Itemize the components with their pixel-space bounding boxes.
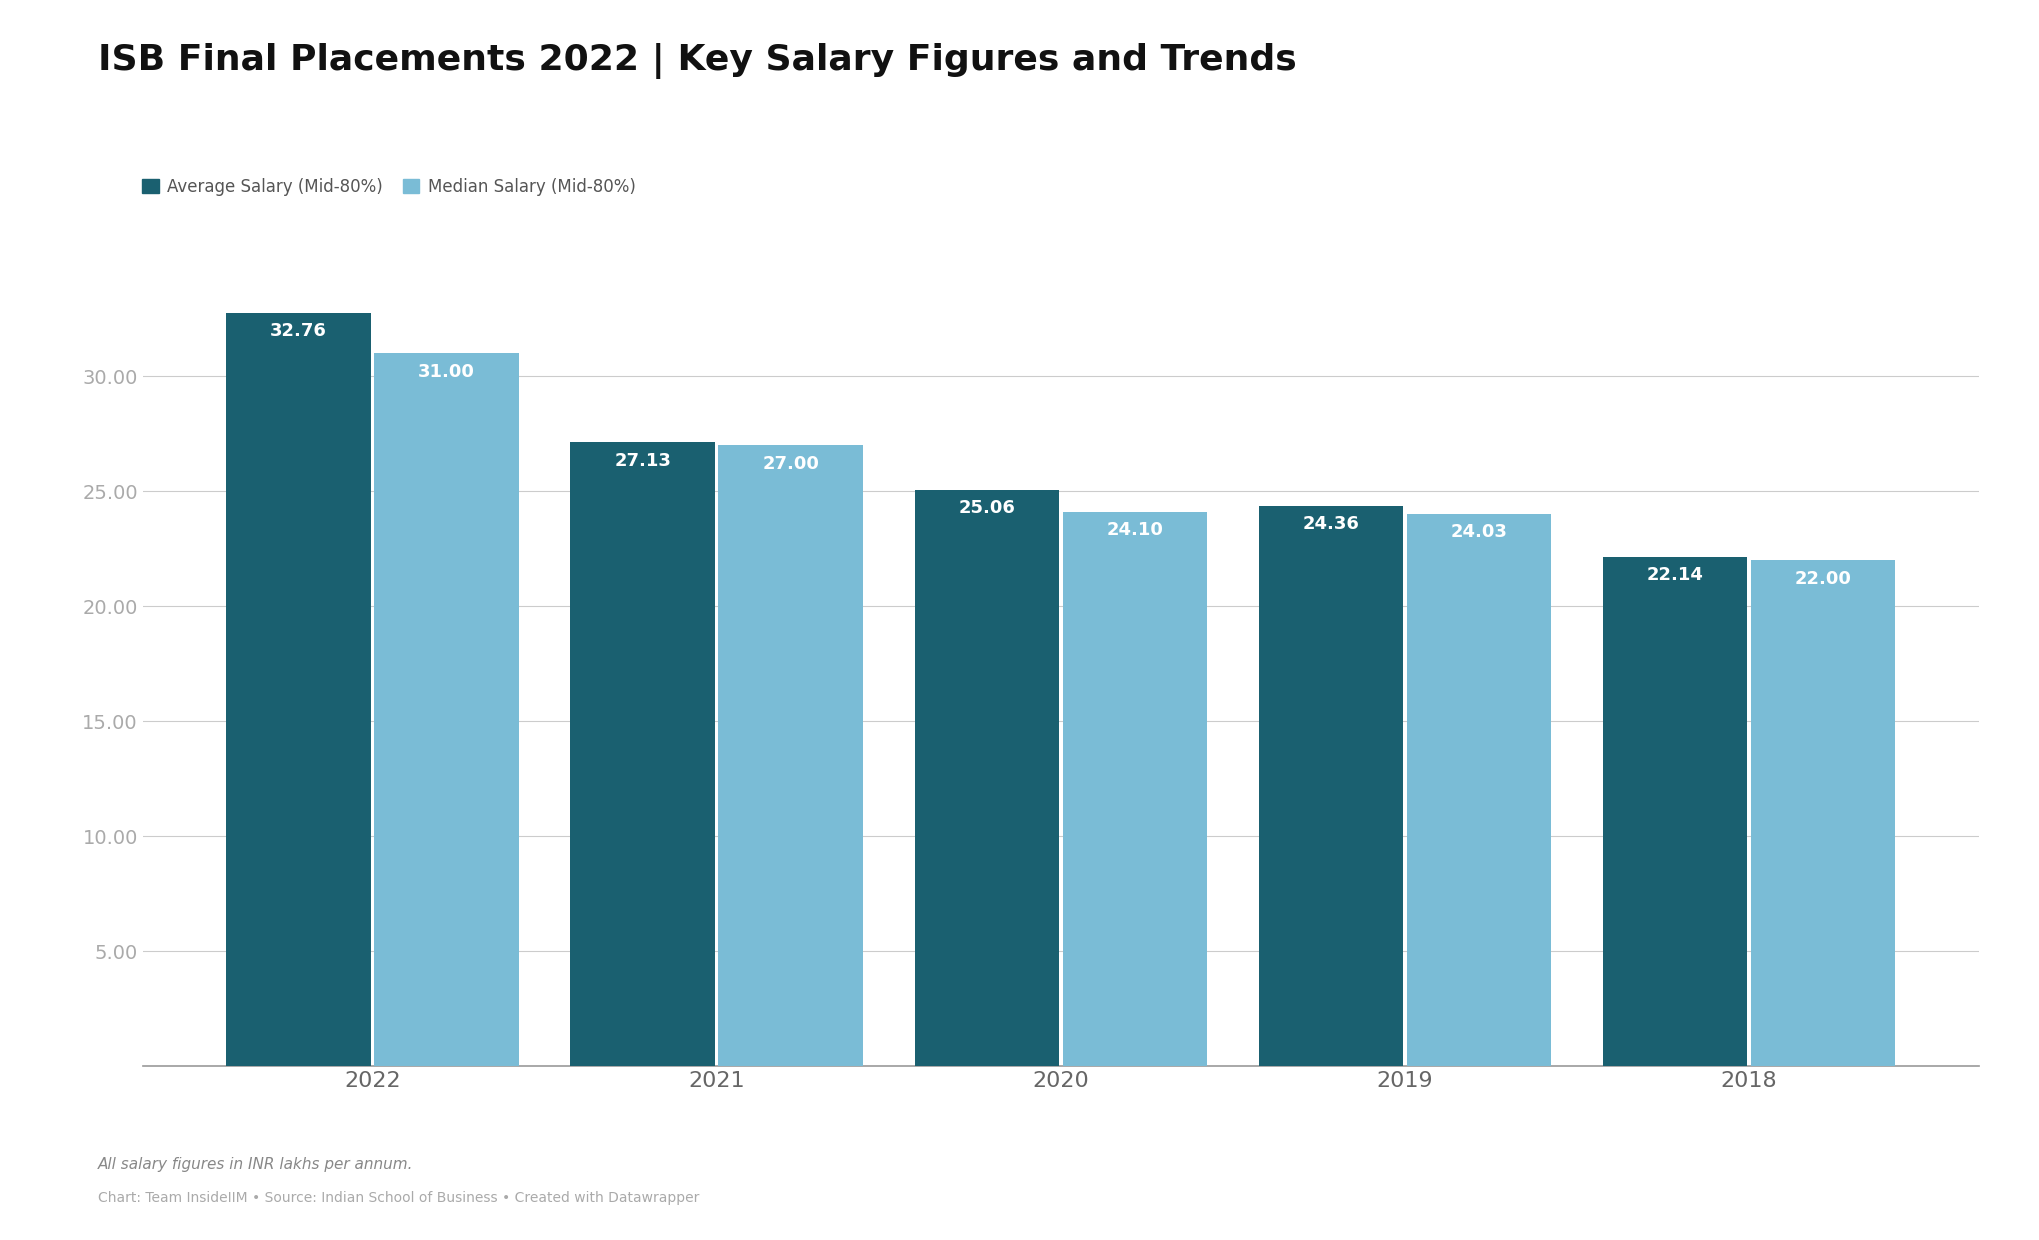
Text: 27.00: 27.00 [763,455,820,472]
Bar [1749,560,1894,1066]
Bar [1603,557,1747,1066]
Text: 22.00: 22.00 [1794,569,1851,588]
Bar [373,353,518,1066]
Bar [1258,506,1403,1066]
Legend: Average Salary (Mid-80%), Median Salary (Mid-80%): Average Salary (Mid-80%), Median Salary … [143,179,636,196]
Bar [571,443,714,1066]
Text: 31.00: 31.00 [418,362,475,381]
Text: 24.03: 24.03 [1450,523,1507,541]
Text: 24.36: 24.36 [1301,516,1358,533]
Text: ISB Final Placements 2022 | Key Salary Figures and Trends: ISB Final Placements 2022 | Key Salary F… [98,43,1297,79]
Bar [1407,513,1550,1066]
Text: 24.10: 24.10 [1105,521,1162,539]
Bar [226,312,371,1066]
Text: 25.06: 25.06 [958,500,1015,517]
Bar [1062,512,1207,1066]
Bar [913,490,1058,1066]
Text: 32.76: 32.76 [269,322,326,340]
Text: 27.13: 27.13 [614,451,671,470]
Text: All salary figures in INR lakhs per annum.: All salary figures in INR lakhs per annu… [98,1157,414,1172]
Bar [718,445,862,1066]
Text: 22.14: 22.14 [1645,567,1703,584]
Text: Chart: Team InsideIIM • Source: Indian School of Business • Created with Datawra: Chart: Team InsideIIM • Source: Indian S… [98,1192,699,1205]
